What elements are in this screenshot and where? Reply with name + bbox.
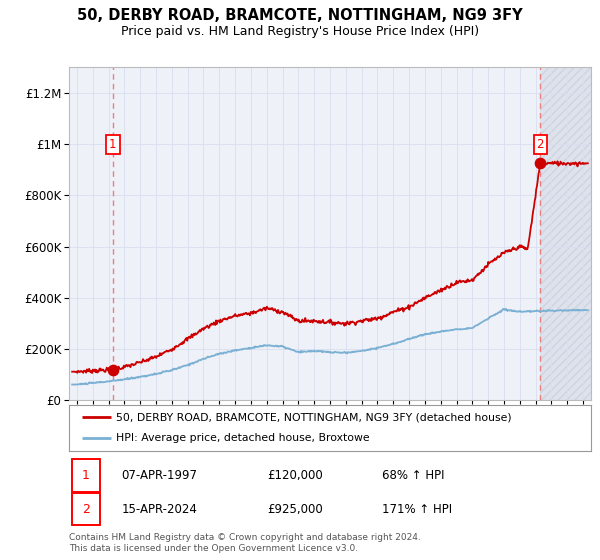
Text: Price paid vs. HM Land Registry's House Price Index (HPI): Price paid vs. HM Land Registry's House … xyxy=(121,25,479,38)
Text: 1: 1 xyxy=(109,138,116,151)
FancyBboxPatch shape xyxy=(71,493,100,525)
Text: Contains HM Land Registry data © Crown copyright and database right 2024.
This d: Contains HM Land Registry data © Crown c… xyxy=(69,533,421,553)
Text: 15-APR-2024: 15-APR-2024 xyxy=(121,502,197,516)
Text: 2: 2 xyxy=(82,502,89,516)
Text: £925,000: £925,000 xyxy=(268,502,323,516)
Text: £120,000: £120,000 xyxy=(268,469,323,482)
Bar xyxy=(540,67,591,400)
Text: 68% ↑ HPI: 68% ↑ HPI xyxy=(382,469,445,482)
Text: 1: 1 xyxy=(82,469,89,482)
Text: 50, DERBY ROAD, BRAMCOTE, NOTTINGHAM, NG9 3FY: 50, DERBY ROAD, BRAMCOTE, NOTTINGHAM, NG… xyxy=(77,8,523,24)
Point xyxy=(108,365,118,374)
FancyBboxPatch shape xyxy=(71,459,100,492)
Text: 07-APR-1997: 07-APR-1997 xyxy=(121,469,197,482)
Text: 50, DERBY ROAD, BRAMCOTE, NOTTINGHAM, NG9 3FY (detached house): 50, DERBY ROAD, BRAMCOTE, NOTTINGHAM, NG… xyxy=(116,412,512,422)
Text: 2: 2 xyxy=(536,138,544,151)
Text: 171% ↑ HPI: 171% ↑ HPI xyxy=(382,502,452,516)
Point xyxy=(535,159,545,168)
Text: HPI: Average price, detached house, Broxtowe: HPI: Average price, detached house, Brox… xyxy=(116,433,370,444)
